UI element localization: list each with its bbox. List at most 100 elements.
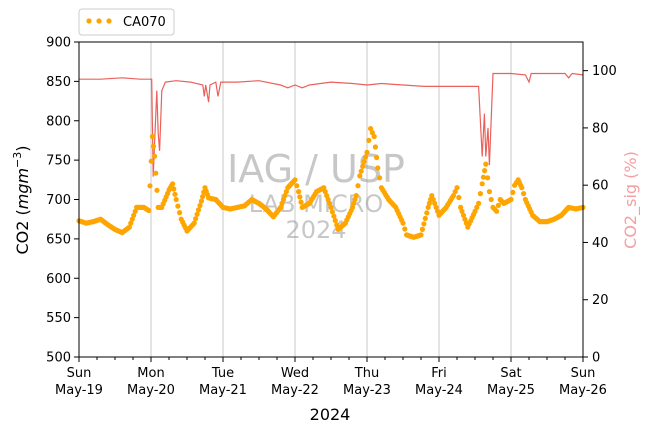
- right-y-tick-label: 0: [592, 351, 600, 366]
- co2-point: [485, 175, 491, 181]
- x-axis: Sun May-19 Mon May-20 Tue May-21 Wed May-22 Thu M…: [55, 357, 607, 398]
- co2-point: [366, 137, 372, 143]
- co2-point: [177, 210, 183, 216]
- left-y-tick-label: 600: [46, 272, 71, 287]
- co2-point: [450, 193, 456, 199]
- co2-point: [494, 208, 500, 214]
- co2-point: [422, 215, 428, 221]
- left-y-tick-label: 750: [46, 154, 71, 169]
- co2-point: [462, 216, 468, 222]
- co2-point: [477, 191, 483, 197]
- co2-point: [488, 196, 494, 203]
- co2-point: [147, 183, 153, 189]
- legend-label: CA070: [123, 15, 166, 30]
- co2-point: [175, 203, 181, 209]
- watermark-line-1: IAG / USP: [227, 147, 405, 191]
- co2-point: [433, 204, 439, 210]
- x-tick-label: Sun May-26: [559, 366, 607, 398]
- co2-point: [279, 200, 285, 206]
- co2-point: [460, 212, 467, 218]
- co2-point: [296, 189, 302, 195]
- co2-point: [331, 213, 337, 219]
- co2-point: [195, 207, 202, 213]
- co2-point: [429, 193, 435, 199]
- co2-point: [327, 200, 333, 206]
- co2-point: [357, 173, 363, 179]
- left-y-tick-label: 550: [46, 311, 71, 326]
- co2-point: [358, 168, 364, 174]
- co2-point: [355, 183, 361, 189]
- co2-point: [368, 126, 374, 132]
- left-y-tick-label: 850: [46, 75, 71, 90]
- left-y-axis: 500 550 600 650 700 750 800 850 900: [46, 36, 79, 366]
- co2-point: [129, 216, 135, 222]
- co2-point: [153, 170, 159, 176]
- co2-point: [329, 209, 335, 215]
- co2-point: [298, 199, 304, 205]
- co2-point: [482, 168, 488, 174]
- co2-point: [361, 159, 367, 165]
- co2-point: [324, 193, 330, 199]
- x-tick-label: Mon May-20: [127, 366, 175, 398]
- legend: CA070: [78, 8, 175, 36]
- x-tick-label: Fri May-24: [415, 366, 463, 398]
- co2-point: [150, 143, 157, 149]
- co2-point: [377, 175, 383, 181]
- co2-point: [480, 174, 486, 180]
- co2-point: [198, 198, 204, 204]
- co2-point: [200, 194, 206, 200]
- co2-point: [375, 165, 381, 171]
- co2-point: [364, 149, 370, 155]
- co2-point: [371, 133, 377, 140]
- co2-point: [369, 130, 375, 136]
- co2-point: [351, 200, 357, 206]
- co2-point: [508, 196, 514, 203]
- legend-dot: [96, 18, 102, 24]
- co2-point: [154, 187, 160, 193]
- co2-point: [353, 193, 359, 199]
- co2-series: [76, 126, 586, 240]
- co2-point: [418, 232, 424, 238]
- right-y-axis: 0 20 40 60 80 100: [583, 64, 617, 366]
- co2-point: [322, 189, 328, 195]
- co2-point: [360, 163, 366, 169]
- co2-point: [321, 185, 327, 191]
- x-tick-label: Thu May-23: [343, 366, 391, 398]
- co2-point: [476, 200, 482, 206]
- legend-box: [78, 8, 175, 36]
- co2-point: [474, 204, 480, 210]
- x-axis-title: 2024: [310, 405, 351, 424]
- co2-point: [197, 202, 203, 209]
- co2-point: [126, 224, 132, 230]
- legend-marker: [86, 18, 112, 24]
- co2-point: [171, 186, 177, 192]
- co2-point: [426, 200, 432, 206]
- co2-point: [510, 189, 516, 195]
- co2-point: [400, 220, 406, 226]
- left-y-tick-label: 800: [46, 114, 71, 129]
- right-y-tick-label: 100: [592, 64, 617, 79]
- x-tick-label: Sun May-19: [55, 366, 103, 398]
- co2-point: [280, 196, 287, 203]
- co2-point: [419, 226, 425, 232]
- x-tick-label: Wed May-22: [271, 366, 319, 398]
- co2-sig-line: [79, 72, 584, 177]
- co2-point: [278, 204, 284, 210]
- co2-point: [282, 193, 288, 199]
- co2-point: [432, 200, 438, 206]
- co2-point: [374, 154, 380, 161]
- left-y-tick-label: 500: [46, 351, 71, 366]
- left-y-tick-label: 900: [46, 36, 71, 51]
- left-y-axis-title: CO2 (mgm−3): [11, 145, 32, 254]
- co2-point: [146, 207, 152, 214]
- co2-point: [170, 181, 176, 187]
- co2-point: [149, 133, 155, 140]
- co2-point: [131, 212, 137, 218]
- co2-point: [430, 196, 436, 203]
- co2-point: [294, 183, 300, 189]
- co2-point: [458, 204, 464, 210]
- co2-point: [519, 185, 525, 191]
- co2-point: [363, 154, 369, 160]
- co2-point: [152, 153, 158, 159]
